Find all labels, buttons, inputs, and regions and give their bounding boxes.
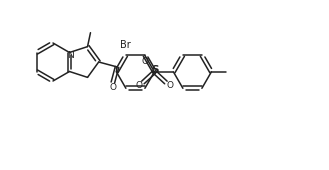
Text: O: O: [109, 83, 116, 92]
Text: O: O: [166, 81, 173, 90]
Text: N: N: [67, 52, 74, 61]
Text: Br: Br: [119, 40, 130, 50]
Text: O: O: [141, 57, 148, 66]
Text: O: O: [135, 81, 142, 90]
Text: S: S: [152, 65, 159, 75]
